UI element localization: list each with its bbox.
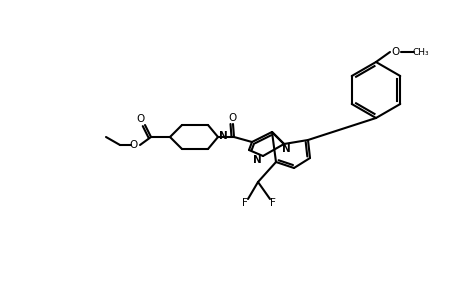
Text: CH₃: CH₃: [412, 47, 428, 56]
Text: F: F: [241, 198, 247, 208]
Text: N: N: [281, 144, 290, 154]
Text: O: O: [391, 47, 399, 57]
Text: O: O: [129, 140, 138, 150]
Text: N: N: [252, 155, 261, 165]
Text: O: O: [229, 113, 236, 123]
Text: F: F: [269, 198, 275, 208]
Text: O: O: [137, 114, 145, 124]
Text: N: N: [218, 131, 227, 141]
